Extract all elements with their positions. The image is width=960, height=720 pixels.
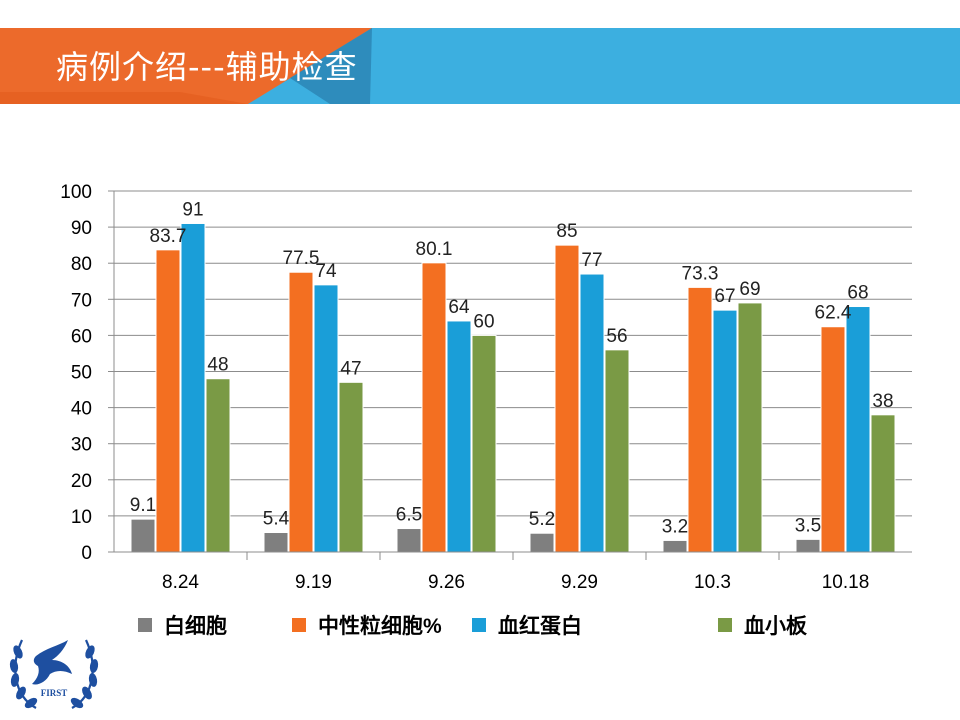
bar bbox=[338, 381, 364, 553]
data-label: 5.4 bbox=[263, 509, 290, 530]
chart-legend: 白细胞 中性粒细胞% 血红蛋白 血小板 bbox=[138, 614, 808, 638]
x-tick-label: 9.19 bbox=[295, 572, 332, 593]
data-label: 6.5 bbox=[396, 505, 422, 526]
legend-swatch bbox=[138, 618, 152, 632]
bar bbox=[396, 528, 422, 553]
bar bbox=[180, 222, 206, 553]
banner-orange-shape bbox=[0, 28, 372, 104]
y-tick-label: 20 bbox=[71, 471, 92, 492]
data-label: 73.3 bbox=[682, 263, 719, 284]
y-tick-label: 40 bbox=[71, 399, 92, 420]
data-label: 5.2 bbox=[529, 509, 555, 530]
chart-bars bbox=[130, 222, 896, 553]
data-label: 48 bbox=[207, 355, 228, 376]
bar bbox=[529, 532, 555, 553]
data-label: 68 bbox=[847, 283, 868, 304]
bar bbox=[870, 414, 896, 553]
y-tick-label: 90 bbox=[71, 218, 92, 239]
legend-swatch bbox=[292, 618, 306, 632]
legend-label: 白细胞 bbox=[164, 614, 227, 638]
banner-dark-shape bbox=[290, 28, 372, 104]
y-tick-label: 0 bbox=[81, 543, 92, 564]
y-tick-label: 80 bbox=[71, 254, 92, 275]
bar bbox=[845, 306, 871, 553]
bar bbox=[737, 302, 763, 553]
x-tick-label: 10.18 bbox=[822, 572, 870, 593]
bar bbox=[205, 378, 231, 553]
banner-orange-tail bbox=[0, 92, 248, 104]
bar bbox=[471, 334, 497, 553]
bar bbox=[155, 249, 181, 553]
bar bbox=[795, 538, 821, 553]
data-label: 64 bbox=[448, 297, 470, 318]
bar bbox=[712, 309, 738, 553]
bar bbox=[604, 349, 630, 553]
data-label: 83.7 bbox=[150, 226, 187, 247]
data-label: 80.1 bbox=[416, 239, 453, 260]
x-tick-label: 9.26 bbox=[428, 572, 465, 593]
data-label: 3.2 bbox=[662, 516, 688, 537]
data-label: 74 bbox=[315, 261, 337, 282]
bar bbox=[313, 284, 339, 553]
data-label: 9.1 bbox=[130, 495, 156, 516]
legend-label: 血红蛋白 bbox=[498, 614, 582, 638]
bar bbox=[421, 262, 447, 553]
chart-grid bbox=[114, 190, 912, 517]
legend-label: 中性粒细胞% bbox=[318, 614, 442, 638]
chart-axes: 0 10 20 30 40 50 60 70 80 90 100 8.24 9.19 9.26 9.29 10… bbox=[60, 182, 912, 593]
y-tick-label: 10 bbox=[71, 507, 92, 528]
bar bbox=[554, 244, 580, 553]
data-label: 38 bbox=[872, 391, 893, 412]
data-label: 60 bbox=[473, 311, 494, 332]
bar bbox=[579, 273, 605, 553]
bar bbox=[446, 320, 472, 553]
y-tick-label: 100 bbox=[60, 182, 92, 203]
bar bbox=[662, 539, 688, 553]
bar bbox=[687, 286, 713, 553]
legend-swatch bbox=[472, 618, 486, 632]
data-label: 47 bbox=[340, 358, 361, 379]
bar bbox=[288, 271, 314, 553]
data-label: 3.5 bbox=[795, 515, 821, 536]
x-tick-label: 10.3 bbox=[694, 572, 731, 593]
slide-title: 病例介绍---辅助检查 bbox=[56, 48, 358, 86]
data-label: 67 bbox=[714, 286, 735, 307]
data-label: 91 bbox=[182, 199, 203, 220]
y-tick-label: 70 bbox=[71, 290, 92, 311]
bar bbox=[820, 326, 846, 553]
x-tick-label: 9.29 bbox=[561, 572, 598, 593]
legend-label: 血小板 bbox=[744, 614, 808, 638]
data-label: 62.4 bbox=[815, 303, 852, 324]
bar bbox=[263, 532, 289, 553]
data-label: 77.5 bbox=[283, 248, 320, 269]
bar bbox=[130, 518, 156, 553]
data-label: 56 bbox=[606, 326, 627, 347]
data-label: 69 bbox=[739, 279, 760, 300]
y-tick-label: 60 bbox=[71, 326, 92, 347]
data-label: 77 bbox=[581, 250, 602, 271]
first-hospital-logo: FIRST bbox=[9, 639, 99, 709]
title-banner bbox=[0, 28, 960, 104]
y-tick-label: 30 bbox=[71, 435, 92, 456]
x-tick-label: 8.24 bbox=[162, 572, 199, 593]
legend-swatch bbox=[718, 618, 732, 632]
logo-text: FIRST bbox=[41, 688, 68, 698]
data-label: 85 bbox=[556, 221, 577, 242]
y-tick-label: 50 bbox=[71, 363, 92, 384]
